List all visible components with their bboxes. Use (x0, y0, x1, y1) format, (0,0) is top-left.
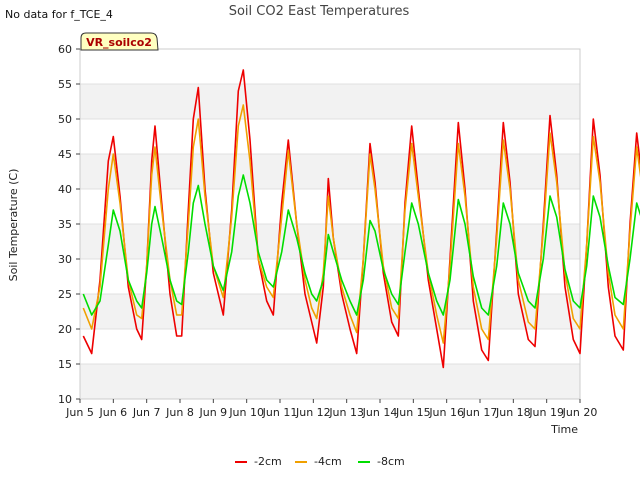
grid-band (80, 329, 580, 364)
y-tick-label: 40 (58, 183, 72, 196)
legend: -2cm -4cm -8cm (235, 455, 405, 468)
x-tick-label: Jun 11 (262, 406, 298, 419)
series-lines (82, 69, 640, 369)
y-tick-label: 60 (58, 43, 72, 56)
background-bands (80, 48, 580, 400)
x-tick-label: Jun 13 (328, 406, 364, 419)
legend-label: -2cm (254, 455, 282, 468)
grid-band (80, 259, 580, 294)
grid-band (80, 294, 580, 329)
grid-band (80, 154, 580, 189)
y-tick-label: 20 (58, 323, 72, 336)
x-tick-label: Jun 10 (228, 406, 264, 419)
legend-label: -8cm (377, 455, 405, 468)
series-line-4cm (82, 104, 640, 344)
y-tick-label: 55 (58, 78, 72, 91)
x-axis-title: Time (550, 423, 578, 436)
grid-band (80, 49, 580, 84)
x-tick-label: Jun 7 (132, 406, 161, 419)
y-axis-title: Soil Temperature (C) (7, 169, 20, 282)
x-tick-label: Jun 14 (362, 406, 398, 419)
chart-title: Soil CO2 East Temperatures (229, 4, 410, 19)
x-tick-label: Jun 5 (65, 406, 94, 419)
y-tick-label: 45 (58, 148, 72, 161)
x-tick-label: Jun 19 (528, 406, 564, 419)
x-tick-label: Jun 12 (295, 406, 331, 419)
site-label-box: VR_soilco2 (80, 32, 159, 51)
x-tick-label: Jun 17 (462, 406, 498, 419)
x-tick-label: Jun 6 (98, 406, 127, 419)
series-line-8cm (82, 174, 640, 316)
x-tick-label: Jun 20 (562, 406, 598, 419)
y-tick-label: 15 (58, 358, 72, 371)
legend-label: -4cm (314, 455, 342, 468)
x-tick-label: Jun 8 (165, 406, 194, 419)
x-tick-label: Jun 16 (428, 406, 464, 419)
x-tick-label: Jun 15 (395, 406, 431, 419)
no-data-note: No data for f_TCE_4 (5, 8, 113, 21)
grid-band (80, 119, 580, 154)
y-tick-label: 10 (58, 393, 72, 406)
x-tick-label: Jun 18 (495, 406, 531, 419)
grid-band (80, 84, 580, 119)
y-tick-label: 30 (58, 253, 72, 266)
x-tick-label: Jun 9 (198, 406, 227, 419)
grid-band (80, 364, 580, 399)
site-label: VR_soilco2 (86, 36, 152, 49)
y-axis-ticks: 10 15 20 25 30 35 40 45 50 55 60 (58, 43, 80, 406)
y-tick-label: 35 (58, 218, 72, 231)
y-tick-label: 50 (58, 113, 72, 126)
y-tick-label: 25 (58, 288, 72, 301)
